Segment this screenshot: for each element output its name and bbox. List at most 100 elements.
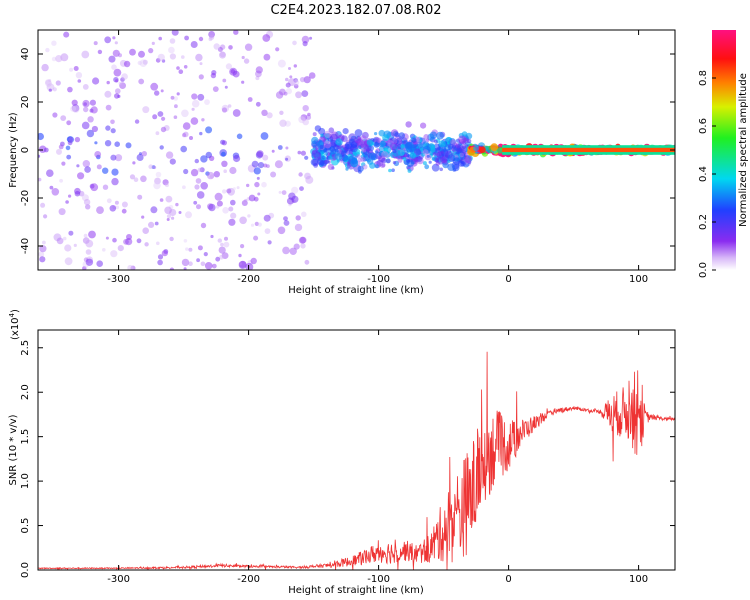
spectrogram-blob [196,258,201,263]
spectrogram-blob [111,177,119,186]
spectrogram-blob [82,237,90,244]
snr-x-axis-label: Height of straight line (km) [288,585,424,596]
spectrogram-blob [228,206,234,212]
spectrogram-blob [48,79,52,82]
spectrogram-blob [113,68,122,77]
spectrogram-blob [305,175,314,184]
colorbar-ticks: 0.0 0.2 0.4 0.6 0.8 [698,70,716,278]
spectrogram-blob [267,240,272,245]
spectrogram-blob [126,234,132,240]
spectrogram-blob [247,214,251,218]
spectrogram-blob [183,239,188,243]
spectrogram-blob [51,40,57,46]
snr-y-axis-label: SNR (10 * v/v) [8,414,19,485]
spectrogram-blob [88,230,96,239]
spectrogram-blob [226,188,232,194]
spectrogram-blob [274,160,283,169]
spectrogram-blob [233,154,241,163]
spectrogram-blob [327,155,333,160]
spectrogram-blob [112,36,116,40]
spectrogram-blob [421,152,426,157]
spectrogram-blob [96,164,102,170]
spectrogram-blob [320,133,324,138]
spectrogram-blob [241,200,248,206]
snr-y-ticks: 0.0 0.5 1.0 1.5 2.0 2.5 [20,340,675,578]
spectrogram-blob [217,238,222,243]
spectrogram-blob [87,116,94,123]
colorbar-tick-label: 0.2 [698,214,709,230]
spectrogram-blob [351,158,358,165]
spectrogram-blob [283,220,290,226]
spectrogram-blob [407,168,412,173]
spectrogram-blob [253,235,259,241]
spectrogram-blob [60,53,69,62]
spectrogram-blob [304,155,309,160]
spectrogram-blob [257,162,265,169]
spectrogram-blob [223,169,227,173]
spectrogram-blob [71,99,78,106]
spectrogram-blob [224,236,228,241]
spectrogram-blob [285,157,289,161]
spectrogram-blob [277,226,286,235]
spectrogram-blob [138,78,145,85]
spectrogram-blob [238,262,242,266]
spectrogram-blob [197,167,202,173]
spectrogram-blob [104,140,112,147]
spectrogram-blob [114,93,120,99]
spectrogram-blob [388,138,393,144]
spectrogram-blob [137,60,142,66]
spectrogram-blob [198,74,204,80]
spectrogram-blob [120,77,125,82]
spectrogram-blob [156,241,160,246]
spectrogram-blob [279,119,287,127]
spectrogram-blob [381,157,387,164]
spectrogram-blob [318,127,326,136]
spectrogram-blob [197,93,205,101]
spectrogram-blob [362,148,367,153]
spectrogram-blob [432,152,437,156]
spectrogram-blob [115,205,120,210]
spectrogram-blob [129,48,136,56]
spectrogram-blob [190,117,199,125]
spectrogram-blob [81,50,90,59]
spectrogram-blob [134,119,140,124]
spectrogram-blob [180,145,187,153]
spectrogram-blob [374,164,379,169]
spectrogram-blob [221,140,227,146]
spectrogram-blob [270,171,277,178]
spectrogram-blob [438,140,446,148]
spectrogram-blob [160,126,167,133]
spectrogram-blob [141,151,147,157]
spectrogram-blob [357,157,363,163]
snr-y-tick-label: 2.5 [20,340,31,356]
spectrogram-blob [266,112,273,119]
spectrogram-blob [110,250,118,258]
spectrogram-blob [244,43,253,51]
spectrogram-blob [436,131,444,140]
spectrogram-blob [130,265,136,270]
spectrogram-blob [263,163,268,168]
spectrogram-blob [277,59,286,68]
spectrogram-blob [257,192,261,196]
spectrogram-blob [240,244,245,249]
spectrogram-blob [479,146,486,154]
spectrogram-blob [114,141,120,147]
snr-frame [37,329,676,571]
spectrogram-blob [204,262,213,270]
spectrogram-blob [312,132,317,137]
spectrogram-blob [198,36,204,42]
snr-y-tick-label: 0.0 [20,562,31,578]
spectrogram-blob [459,152,465,158]
spectrogram-blob [105,104,112,111]
spectrogram-blob [176,92,180,96]
spectrogram-blob [283,216,288,222]
spectrogram-blob [96,206,104,215]
spectrogram-blob [83,106,89,113]
spectrogram-blob [243,58,250,64]
spectrogram-blob [136,238,142,244]
spectrogram-blob [76,164,80,168]
spectrogram-blob [262,154,269,161]
spectrogram-blob [104,90,112,98]
spectrogram-blob [183,168,189,175]
